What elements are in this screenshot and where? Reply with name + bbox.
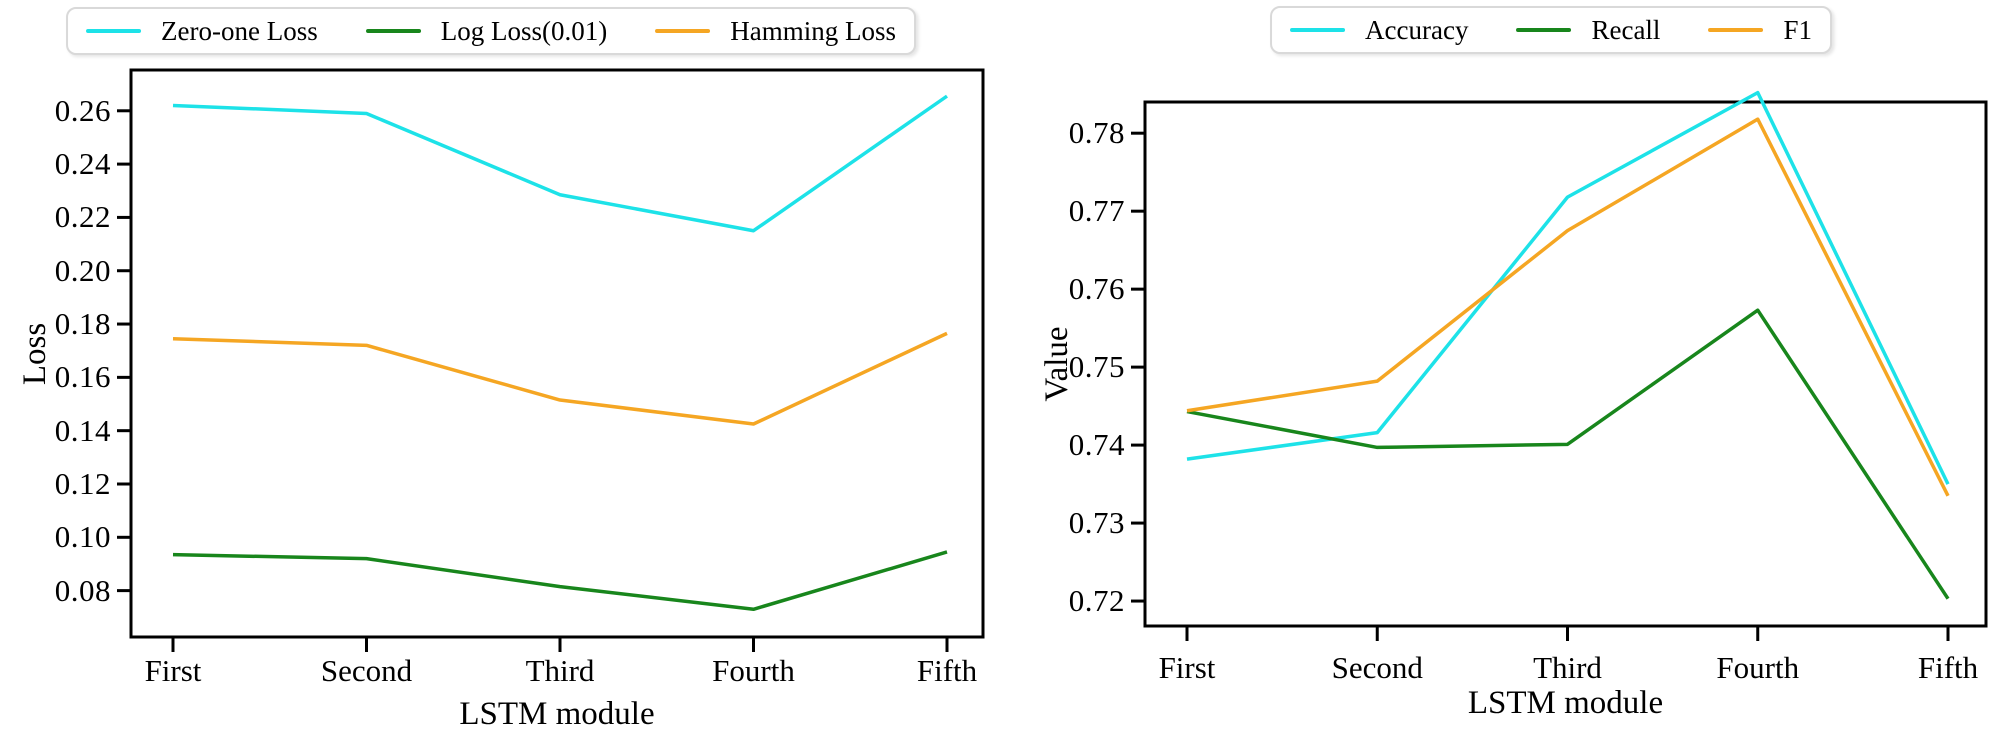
legend-line-swatch [1708,28,1764,32]
legend-item: Hamming Loss [655,16,896,46]
legend-item: Recall [1516,15,1660,45]
legend-line-swatch [1290,28,1346,32]
legend-line-swatch [1516,28,1572,32]
series-line-hamming-loss [172,331,948,426]
loss-x-axis-label: LSTM module [459,696,655,732]
series-line-f1 [1186,117,1950,497]
y-tick-label: 0.72 [1068,583,1125,619]
legend-line-swatch [655,29,711,33]
series-line-recall [1186,308,1950,600]
legend-item: Zero-one Loss [86,16,318,46]
x-tick-label: Second [1331,650,1423,685]
legend-item: Accuracy [1290,15,1468,45]
value-x-axis-label: LSTM module [1467,685,1664,721]
x-tick-label: Third [525,653,595,688]
y-tick-label: 0.22 [54,199,111,235]
series-line-accuracy [1186,90,1950,485]
y-tick-label: 0.74 [1068,427,1125,463]
legend-label: Log Loss(0.01) [440,16,608,46]
x-tick-label: Fourth [1716,650,1800,685]
y-tick-label: 0.73 [1068,505,1125,541]
loss-legend: Zero-one Loss Log Loss(0.01) Hamming Loss [66,7,916,55]
plot-frame [129,68,985,639]
y-tick-label: 0.24 [54,146,111,182]
legend-item: Log Loss(0.01) [365,16,608,46]
x-tick-label: First [1158,650,1216,685]
x-tick-label: Fifth [1917,650,1979,685]
legend-item: F1 [1708,15,1812,45]
y-tick-label: 0.78 [1068,115,1125,151]
series-line-zero-one-loss [172,94,948,233]
legend-label: F1 [1783,15,1812,45]
y-tick-label: 0.77 [1068,193,1125,229]
y-tick-label: 0.10 [54,519,111,555]
y-tick-label: 0.14 [54,412,111,448]
legend-label: Zero-one Loss [161,16,318,46]
y-tick-label: 0.18 [54,306,111,342]
x-tick-label: Second [320,653,413,688]
x-tick-label: Third [1533,650,1602,685]
y-tick-label: 0.76 [1068,271,1125,307]
y-tick-label: 0.16 [54,359,111,395]
series-line-log-loss-0-01- [172,550,948,612]
legend-line-swatch [365,29,421,33]
y-tick-label: 0.20 [54,252,111,288]
plot-frame [1143,100,1988,628]
y-tick-label: 0.26 [54,92,111,128]
x-tick-label: First [144,653,202,688]
y-tick-label: 0.75 [1068,349,1125,385]
x-tick-label: Fourth [712,653,795,688]
legend-label: Recall [1591,15,1661,45]
legend-label: Accuracy [1365,15,1469,45]
x-tick-label: Fifth [916,653,978,688]
y-tick-label: 0.12 [54,465,111,501]
y-tick-label: 0.08 [54,572,111,608]
legend-line-swatch [86,29,142,33]
value-legend: Accuracy Recall F1 [1270,6,1832,54]
legend-label: Hamming Loss [730,16,896,46]
